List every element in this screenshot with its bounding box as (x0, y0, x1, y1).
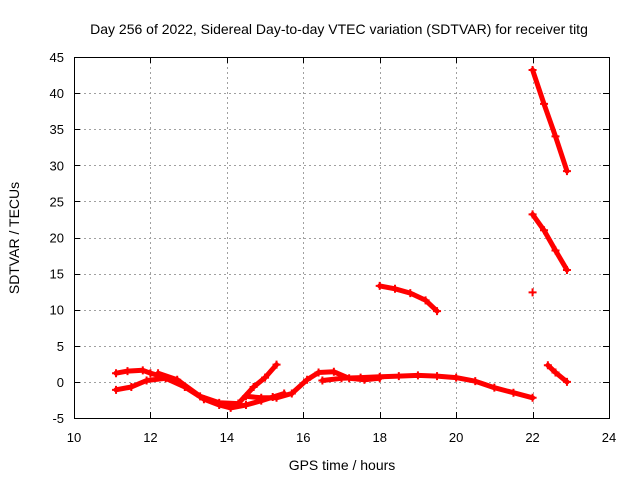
data-point (471, 377, 480, 386)
y-tick-label: 35 (50, 122, 64, 137)
data-point (272, 393, 281, 402)
data-point (257, 393, 266, 402)
series-track-e (318, 371, 537, 402)
data-point (337, 374, 346, 383)
x-tick-label: 12 (143, 430, 157, 445)
series-track-i (528, 288, 537, 297)
x-tick-label: 20 (449, 430, 463, 445)
data-point (413, 371, 422, 380)
data-point (234, 399, 243, 408)
data-point (375, 372, 384, 381)
data-point (391, 284, 399, 293)
data-point (303, 375, 312, 384)
data-point (314, 368, 323, 377)
data-point (112, 369, 121, 378)
series-track-g (528, 65, 571, 176)
data-point (394, 372, 403, 381)
data-point (540, 99, 549, 108)
y-tick-label: 0 (57, 375, 64, 390)
series-track-h (528, 210, 571, 274)
x-tick-label: 22 (525, 430, 539, 445)
x-axis-label: GPS time / hours (289, 457, 396, 473)
data-point (173, 375, 182, 384)
y-tick-label: 25 (50, 194, 64, 209)
data-point (154, 369, 163, 378)
data-point (272, 360, 281, 369)
data-point (138, 366, 147, 375)
series-line (155, 362, 279, 407)
data-point (421, 296, 430, 305)
data-point (215, 398, 224, 407)
data-point (509, 388, 518, 397)
data-point (562, 265, 571, 274)
data-point (241, 392, 250, 401)
y-tick-label: 30 (50, 158, 64, 173)
x-tick-label: 10 (67, 430, 81, 445)
data-point (142, 376, 151, 385)
data-point (356, 373, 365, 382)
y-tick-label: 10 (50, 303, 64, 318)
data-point (528, 210, 537, 219)
data-point (433, 307, 442, 316)
series-track-j (543, 361, 571, 386)
data-point (540, 226, 549, 235)
y-tick-label: -5 (52, 411, 64, 426)
y-axis-label: SDTVAR / TECUs (6, 182, 22, 294)
data-point (551, 368, 560, 377)
data-point (112, 385, 121, 394)
data-point (433, 372, 442, 381)
data-point (287, 389, 296, 398)
data-point (490, 383, 499, 392)
y-tick-label: 15 (50, 267, 64, 282)
data-point (528, 288, 537, 297)
y-tick-label: 20 (50, 231, 64, 246)
data-point (528, 393, 537, 402)
data-point (261, 373, 270, 382)
data-point (375, 281, 384, 290)
x-tick-label: 16 (296, 430, 310, 445)
x-tick-label: 18 (372, 430, 386, 445)
data-point (318, 376, 327, 385)
data-point (146, 369, 155, 378)
series-track-c (154, 360, 281, 408)
y-tick-label: 45 (50, 50, 64, 65)
data-point (562, 377, 571, 386)
data-point (543, 361, 552, 370)
data-point (551, 246, 560, 255)
data-point (249, 382, 258, 391)
data-point (241, 401, 250, 410)
series-track-f (375, 281, 442, 316)
data-point (406, 289, 415, 298)
x-tick-label: 14 (220, 430, 234, 445)
data-point (329, 367, 338, 376)
grid (74, 57, 609, 418)
data-point (452, 373, 461, 382)
data-point (528, 65, 537, 74)
series-line (530, 67, 570, 174)
data-point (562, 167, 571, 176)
data-point (551, 132, 560, 141)
series-line (530, 211, 570, 273)
axis-ticks: 10 12 14 16 18 20 22 24 -5 0 5 10 15 20 25 30 35 40 45 (50, 50, 617, 445)
x-tick-label: 24 (602, 430, 616, 445)
data-point (127, 382, 136, 391)
series-track-a (112, 366, 163, 380)
y-tick-label: 40 (50, 86, 64, 101)
data-point (123, 367, 132, 376)
y-tick-label: 5 (57, 339, 64, 354)
data-point (196, 392, 205, 401)
chart-title: Day 256 of 2022, Sidereal Day-to-day VTE… (90, 21, 588, 37)
data-layer (112, 65, 571, 412)
